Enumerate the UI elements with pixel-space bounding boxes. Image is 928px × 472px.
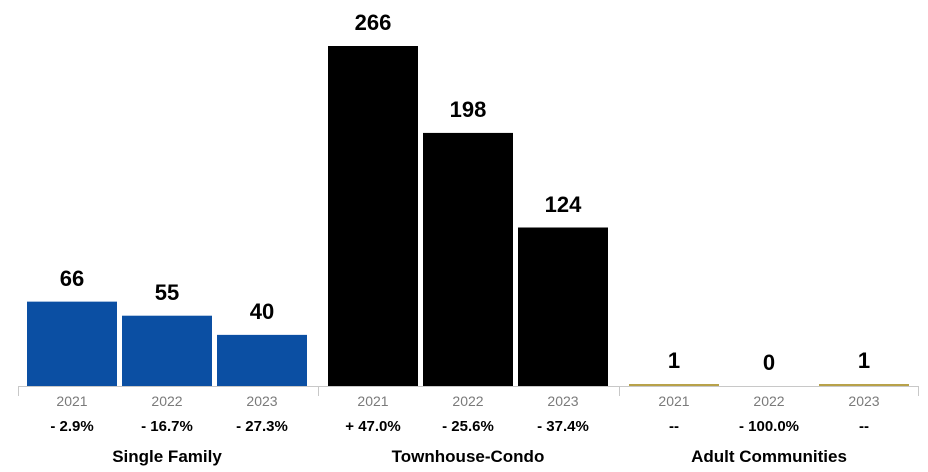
group-label-townhouse-condo: Townhouse-Condo (391, 447, 545, 466)
bar-townhouse-condo-2021 (328, 46, 418, 386)
value-label-single-family-2023: 40 (249, 298, 275, 324)
bar-adult-communities-2023 (819, 384, 909, 386)
year-label-single-family-2021: 2021 (56, 393, 88, 409)
value-label-townhouse-condo-2021: 266 (354, 10, 392, 35)
year-label-single-family-2023: 2023 (246, 393, 278, 409)
change-label-single-family-2021: - 2.9% (50, 418, 94, 435)
value-label-single-family-2021: 66 (59, 265, 85, 291)
change-label-townhouse-condo-2021: + 47.0% (345, 418, 401, 435)
value-label-adult-communities-2022: 0 (762, 350, 776, 375)
bar-townhouse-condo-2023 (518, 227, 608, 386)
value-label-adult-communities-2023: 1 (857, 348, 871, 373)
change-label-townhouse-condo-2023: - 37.4% (537, 418, 589, 435)
group-label-adult-communities: Adult Communities (691, 447, 847, 466)
group-label-single-family: Single Family (112, 447, 222, 466)
change-label-townhouse-condo-2022: - 25.6% (442, 418, 494, 435)
change-label-adult-communities-2022: - 100.0% (738, 418, 800, 435)
change-label-adult-communities-2023: -- (859, 418, 869, 435)
year-label-townhouse-condo-2021: 2021 (357, 393, 389, 409)
change-label-single-family-2023: - 27.3% (236, 418, 288, 435)
change-label-adult-communities-2021: -- (669, 418, 679, 435)
year-label-townhouse-condo-2022: 2022 (452, 393, 484, 409)
bar-single-family-2023 (217, 334, 307, 386)
year-label-adult-communities-2023: 2023 (848, 393, 880, 409)
bar-townhouse-condo-2022 (423, 132, 513, 386)
year-label-adult-communities-2021: 2021 (658, 393, 690, 409)
change-label-single-family-2022: - 16.7% (141, 418, 193, 435)
bar-single-family-2021 (27, 301, 117, 386)
value-label-townhouse-condo-2022: 198 (449, 96, 487, 122)
bar-adult-communities-2021 (629, 384, 719, 386)
value-label-townhouse-condo-2023: 124 (544, 191, 582, 217)
value-label-single-family-2022: 55 (154, 279, 180, 305)
bar-single-family-2022 (122, 315, 212, 386)
year-label-townhouse-condo-2023: 2023 (547, 393, 579, 409)
year-label-single-family-2022: 2022 (151, 393, 183, 409)
year-label-adult-communities-2022: 2022 (753, 393, 785, 409)
value-label-adult-communities-2021: 1 (667, 348, 681, 373)
